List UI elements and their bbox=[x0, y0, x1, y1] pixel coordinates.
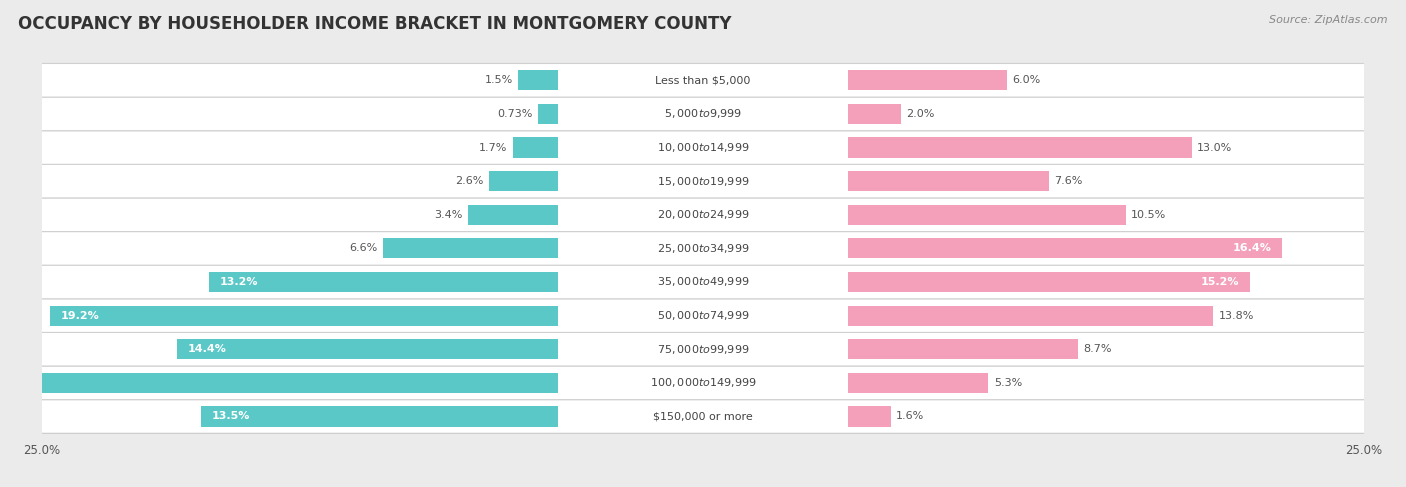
Bar bbox=[208, 272, 558, 292]
Bar bbox=[848, 238, 1282, 259]
Bar bbox=[848, 406, 890, 427]
Text: OCCUPANCY BY HOUSEHOLDER INCOME BRACKET IN MONTGOMERY COUNTY: OCCUPANCY BY HOUSEHOLDER INCOME BRACKET … bbox=[18, 15, 731, 33]
Text: 14.4%: 14.4% bbox=[187, 344, 226, 354]
Bar bbox=[848, 305, 1213, 326]
Bar bbox=[201, 406, 558, 427]
Text: $75,000 to $99,999: $75,000 to $99,999 bbox=[657, 343, 749, 356]
Text: $150,000 or more: $150,000 or more bbox=[654, 412, 752, 421]
Text: 2.6%: 2.6% bbox=[456, 176, 484, 186]
Bar bbox=[848, 137, 1192, 158]
FancyBboxPatch shape bbox=[30, 299, 1376, 333]
Text: 6.0%: 6.0% bbox=[1012, 75, 1040, 85]
Text: $5,000 to $9,999: $5,000 to $9,999 bbox=[664, 108, 742, 120]
Text: 13.8%: 13.8% bbox=[1219, 311, 1254, 320]
Bar bbox=[177, 339, 558, 359]
Text: 13.2%: 13.2% bbox=[219, 277, 257, 287]
Bar bbox=[384, 238, 558, 259]
FancyBboxPatch shape bbox=[30, 198, 1376, 231]
FancyBboxPatch shape bbox=[30, 164, 1376, 198]
Bar bbox=[848, 171, 1049, 191]
FancyBboxPatch shape bbox=[30, 400, 1376, 433]
Bar bbox=[51, 305, 558, 326]
Bar bbox=[468, 205, 558, 225]
Text: 10.5%: 10.5% bbox=[1132, 210, 1167, 220]
Text: 7.6%: 7.6% bbox=[1054, 176, 1083, 186]
Bar bbox=[848, 104, 901, 124]
Text: 1.5%: 1.5% bbox=[485, 75, 513, 85]
Bar bbox=[0, 373, 558, 393]
Text: Source: ZipAtlas.com: Source: ZipAtlas.com bbox=[1270, 15, 1388, 25]
Bar bbox=[848, 272, 1250, 292]
Text: 5.3%: 5.3% bbox=[994, 378, 1022, 388]
Text: Less than $5,000: Less than $5,000 bbox=[655, 75, 751, 85]
Bar bbox=[848, 373, 988, 393]
Text: 19.2%: 19.2% bbox=[60, 311, 100, 320]
FancyBboxPatch shape bbox=[30, 63, 1376, 97]
Bar bbox=[848, 339, 1078, 359]
Bar bbox=[848, 205, 1126, 225]
Bar bbox=[538, 104, 558, 124]
Text: $15,000 to $19,999: $15,000 to $19,999 bbox=[657, 175, 749, 187]
Text: 1.7%: 1.7% bbox=[479, 143, 508, 152]
Text: 0.73%: 0.73% bbox=[498, 109, 533, 119]
FancyBboxPatch shape bbox=[30, 131, 1376, 164]
FancyBboxPatch shape bbox=[30, 231, 1376, 265]
Text: 1.6%: 1.6% bbox=[896, 412, 924, 421]
Text: 13.0%: 13.0% bbox=[1198, 143, 1233, 152]
FancyBboxPatch shape bbox=[30, 265, 1376, 299]
FancyBboxPatch shape bbox=[30, 97, 1376, 131]
Text: 13.5%: 13.5% bbox=[211, 412, 250, 421]
Text: $25,000 to $34,999: $25,000 to $34,999 bbox=[657, 242, 749, 255]
Text: $100,000 to $149,999: $100,000 to $149,999 bbox=[650, 376, 756, 389]
Text: 15.2%: 15.2% bbox=[1201, 277, 1240, 287]
Text: $35,000 to $49,999: $35,000 to $49,999 bbox=[657, 276, 749, 288]
FancyBboxPatch shape bbox=[30, 333, 1376, 366]
Bar bbox=[848, 70, 1007, 91]
Bar bbox=[517, 70, 558, 91]
Bar bbox=[513, 137, 558, 158]
FancyBboxPatch shape bbox=[30, 366, 1376, 400]
Bar bbox=[489, 171, 558, 191]
Text: 8.7%: 8.7% bbox=[1084, 344, 1112, 354]
Text: $10,000 to $14,999: $10,000 to $14,999 bbox=[657, 141, 749, 154]
Text: 6.6%: 6.6% bbox=[350, 244, 378, 253]
Text: $20,000 to $24,999: $20,000 to $24,999 bbox=[657, 208, 749, 221]
Text: 3.4%: 3.4% bbox=[434, 210, 463, 220]
Text: 16.4%: 16.4% bbox=[1233, 244, 1271, 253]
Text: 2.0%: 2.0% bbox=[907, 109, 935, 119]
Text: $50,000 to $74,999: $50,000 to $74,999 bbox=[657, 309, 749, 322]
